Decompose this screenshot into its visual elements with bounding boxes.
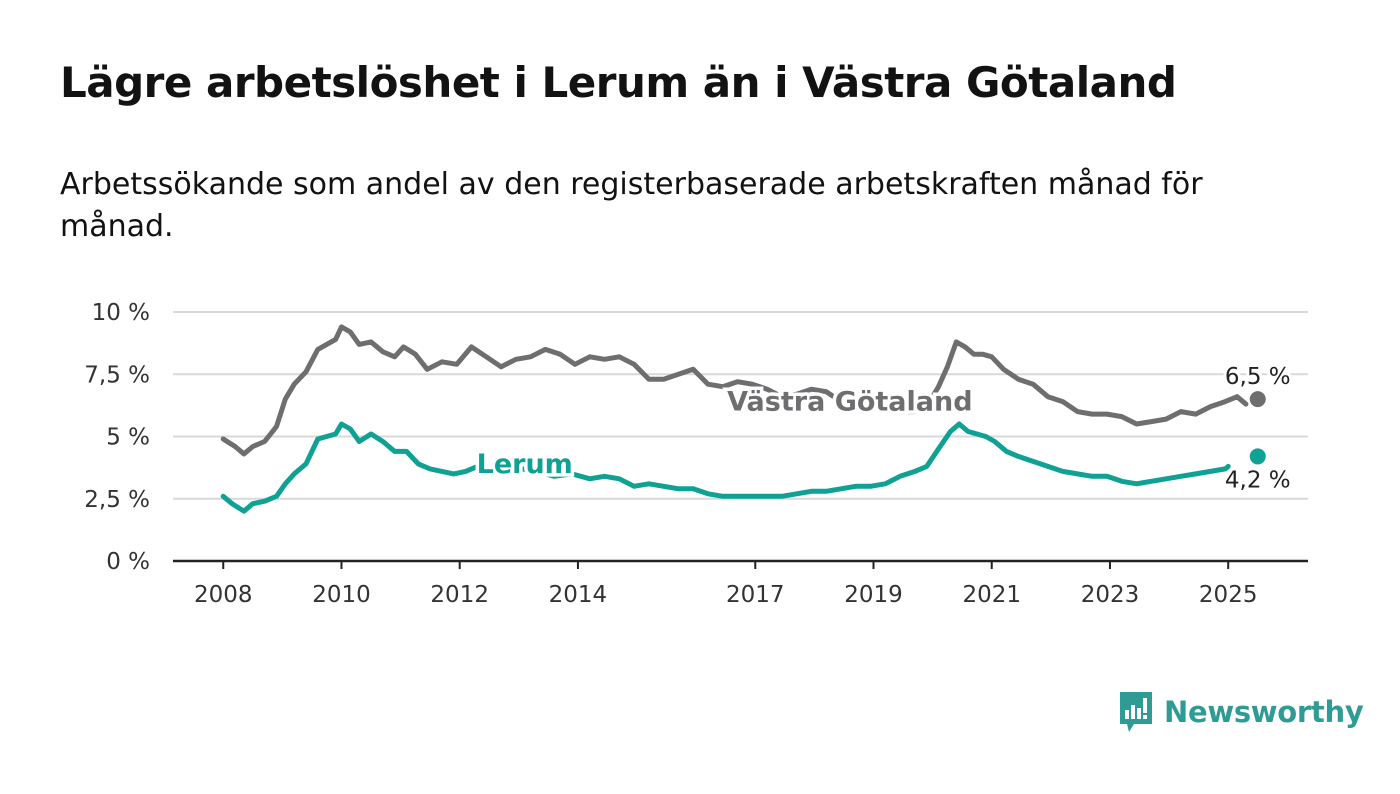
y-tick-label: 7,5 %: [84, 362, 150, 388]
newsworthy-logo-icon: [1120, 692, 1152, 732]
series-line-0: [220, 324, 1249, 457]
brand-name: Newsworthy: [1164, 695, 1364, 729]
line-chart: 0 % 2,5 % 5 % 7,5 % 10 % 2008 2010 2012 2014 2017…: [84, 300, 1308, 608]
brand-logo[interactable]: Newsworthy: [1118, 690, 1364, 734]
x-tick-label: 2019: [844, 582, 903, 608]
chart-subtitle: Arbetssökande som andel av den registerb…: [60, 167, 1203, 244]
x-tick-label: 2025: [1199, 582, 1258, 608]
x-tick-label: 2017: [726, 582, 785, 608]
y-tick-label: 5 %: [106, 425, 150, 451]
series-label: Västra Götaland: [727, 387, 972, 418]
chart-title: Lägre arbetslöshet i Lerum än i Västra G…: [60, 58, 1177, 107]
y-tick-label: 10 %: [92, 300, 150, 326]
y-tick-label: 2,5 %: [84, 487, 150, 513]
x-tick-label: 2021: [962, 582, 1021, 608]
y-tick-label: 0 %: [106, 549, 150, 575]
x-tick-label: 2014: [549, 582, 608, 608]
end-value-label: 4,2 %: [1225, 467, 1291, 493]
end-value-label: 6,5 %: [1225, 364, 1291, 390]
x-tick-label: 2023: [1081, 582, 1140, 608]
x-tick-label: 2012: [430, 582, 489, 608]
x-tick-label: 2008: [194, 582, 253, 608]
end-point-marker: [1249, 391, 1266, 408]
series-label: Lerum: [477, 449, 573, 480]
x-tick-label: 2010: [312, 582, 371, 608]
series-line-1: [220, 421, 1231, 514]
end-point-marker: [1249, 448, 1266, 465]
